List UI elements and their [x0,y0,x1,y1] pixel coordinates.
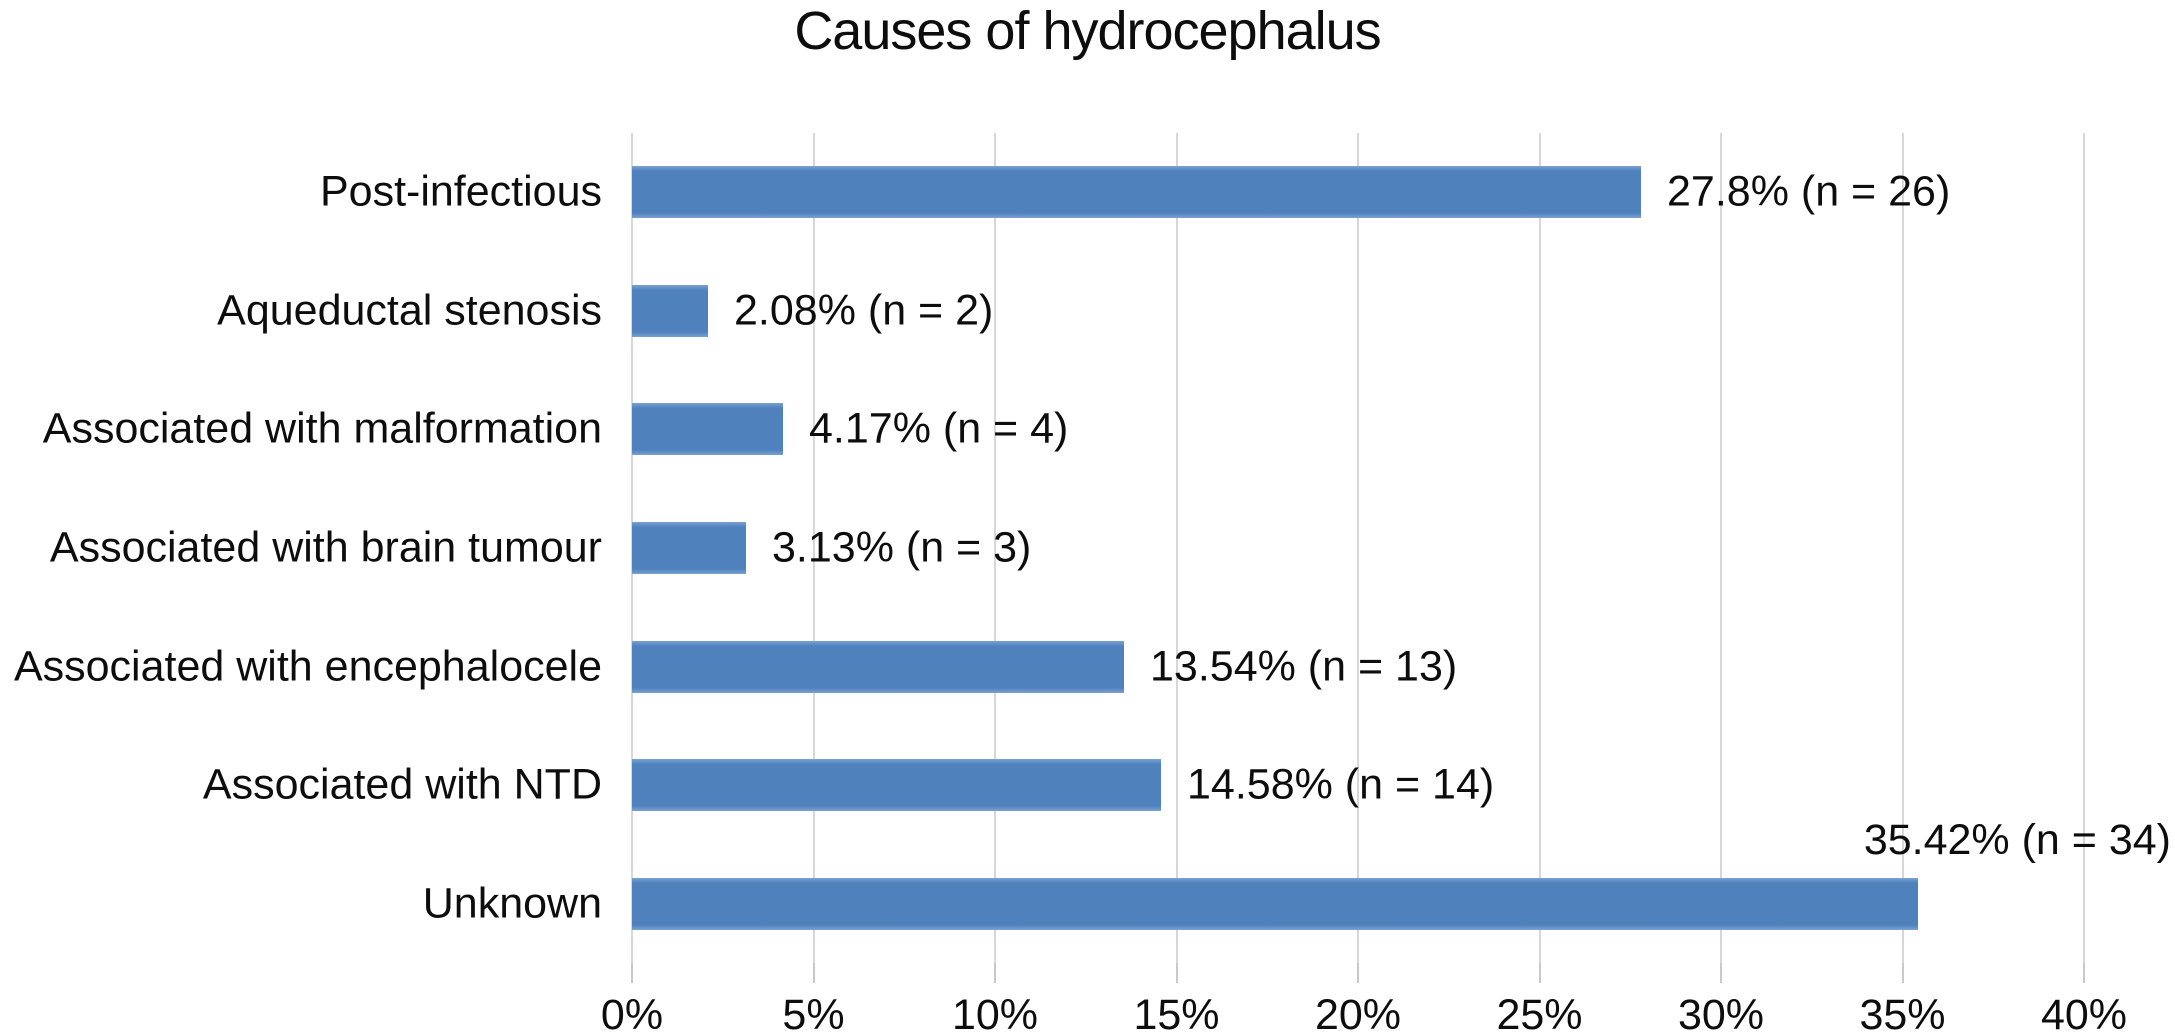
axis-tick [1357,963,1359,983]
axis-tick [994,963,996,983]
category-label: Aqueductal stenosis [217,286,602,335]
bar [632,522,746,574]
gridline [1357,133,1359,963]
axis-tick [1175,963,1178,983]
axis-tick [1720,963,1722,983]
bar [632,166,1641,218]
axis-tick [1538,963,1541,983]
gridline [812,133,815,963]
chart-title: Causes of hydrocephalus [794,1,1381,61]
axis-tick [812,963,815,983]
bar [632,759,1161,811]
bar [632,641,1124,693]
bar [632,285,708,337]
category-label: Unknown [422,879,602,928]
x-tick-label: 5% [782,991,845,1032]
bar-value-label: 14.58% (n = 14) [1187,760,1495,809]
category-label: Associated with encephalocele [13,642,602,691]
bar-value-label: 4.17% (n = 4) [809,404,1069,453]
bar-value-label: 3.13% (n = 3) [772,523,1032,572]
x-tick-label: 15% [1133,991,1220,1032]
axis-tick [1901,963,1904,983]
x-tick-label: 20% [1314,991,1402,1032]
x-tick-label: 35% [1859,991,1946,1032]
bar-value-label: 27.8% (n = 26) [1667,167,1951,216]
axis-tick [2083,963,2085,983]
category-label: Associated with brain tumour [49,523,602,572]
axis-tick [631,963,633,983]
gridline [994,133,996,963]
bar-value-label: 35.42% (n = 34) [1863,816,2171,864]
bar-value-label: 2.08% (n = 2) [734,286,994,335]
gridline [1720,133,1722,963]
x-tick-label: 25% [1496,991,1583,1032]
x-tick-label: 40% [2040,991,2128,1032]
bar [632,878,1918,930]
bar-value-label: 13.54% (n = 13) [1150,642,1458,691]
bar [632,403,783,455]
x-tick-label: 30% [1677,991,1765,1032]
gridline [1901,133,1904,963]
category-label: Associated with malformation [42,404,602,453]
gridline [1175,133,1178,963]
gridline [1538,133,1541,963]
category-label: Associated with NTD [202,760,602,809]
x-tick-label: 10% [951,991,1039,1032]
x-tick-label: 0% [600,991,664,1032]
category-label: Post-infectious [319,167,602,216]
gridline [2083,133,2085,963]
